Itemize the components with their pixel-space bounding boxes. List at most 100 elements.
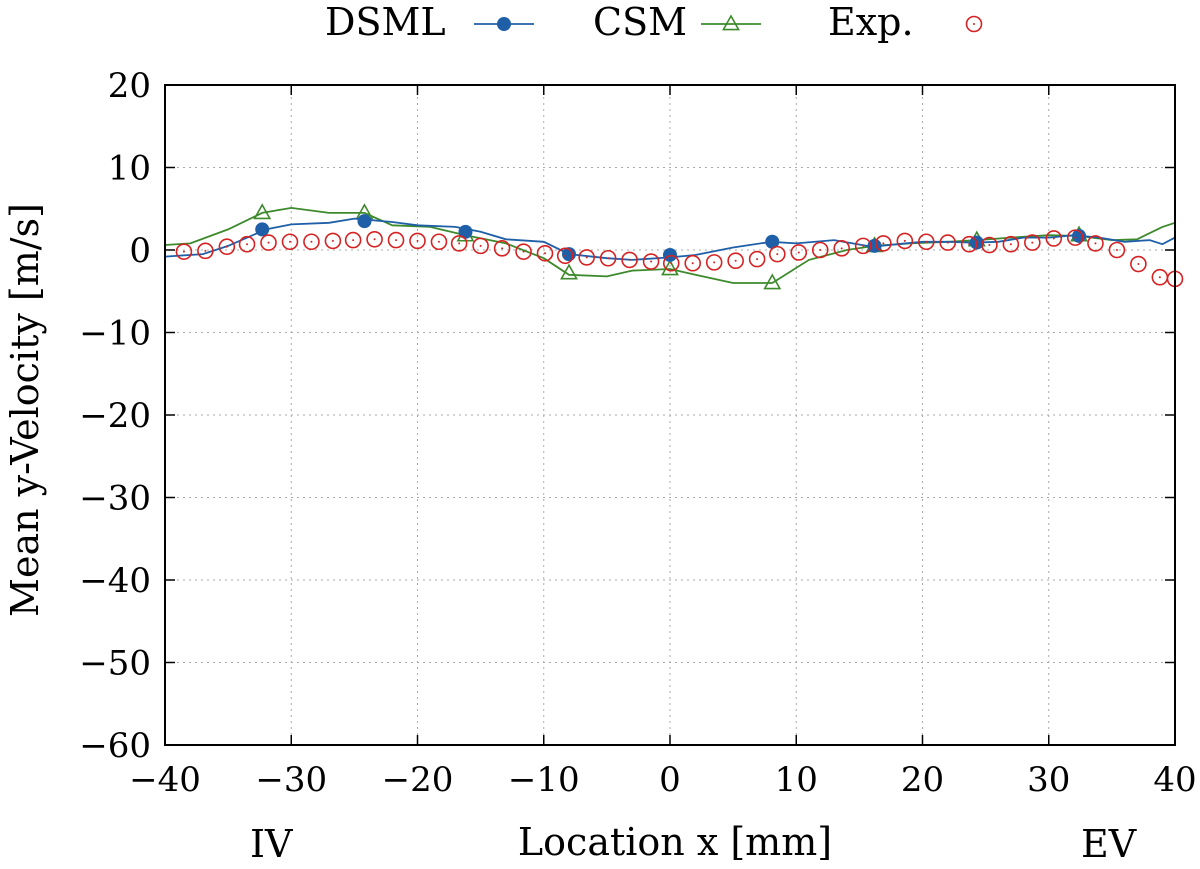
exp-marker-dot [1137,263,1140,266]
dsml-marker [765,234,780,249]
exp-marker [578,249,595,266]
exp-marker [1130,255,1147,273]
exp-marker [409,232,426,250]
exp-marker-dot [925,240,928,243]
exp-marker-dot [691,262,694,265]
exp-marker-dot [968,243,971,246]
legend-marker-dsml [497,17,511,31]
x-tick-label: 30 [1027,760,1070,800]
dsml-marker [255,222,270,237]
legend-markers [474,14,983,33]
exp-marker-dot [352,239,355,242]
exp-marker [727,252,744,270]
exp-marker-dot [331,239,334,242]
y-axis-title: Mean y-Velocity [m/s] [3,203,47,617]
annotation-iv: IV [250,822,293,866]
x-tick-label: 10 [775,760,818,800]
exp-marker-dot [544,252,547,255]
legend-label-csm: CSM [593,0,688,44]
y-tick-label: −50 [79,644,151,684]
exp-marker [621,251,638,269]
exp-marker-dot [1031,241,1034,244]
exp-marker-dot [522,250,525,253]
ticks: −40 −30 −20 −10 0 10 20 30 40 −60 −50 −40 −30 −20 −10 0… [79,66,1196,800]
exp-marker [197,242,214,260]
dsml-line [164,217,1176,261]
exp-marker-dot [585,256,588,259]
exp-marker-dot [564,254,567,257]
exp-marker-dot [607,257,610,260]
dsml-marker [357,214,372,229]
exp-marker-dot [267,241,270,244]
x-axis-title: Location x [mm] [518,820,832,864]
exp-marker [705,254,723,271]
exp-marker [917,233,935,251]
exp-marker-dot [1052,237,1055,240]
exp-marker [662,254,680,272]
y-tick-label: 0 [129,231,151,271]
exp-marker-dot [882,242,885,245]
y-tick-label: −30 [79,479,151,519]
exp-marker-dot [840,247,843,250]
exp-marker-dot [713,261,716,264]
exp-marker [387,231,405,249]
exp-marker-dot [437,240,440,243]
exp-marker-dot [776,253,779,256]
exp-marker-dot [1094,242,1097,245]
exp-marker-dot [204,249,207,252]
legend-label-dsml: DSML [325,0,446,44]
exp-marker [811,241,829,259]
exp-marker-dot [650,260,653,263]
exp-marker-dot [797,251,800,254]
exp-marker-dot [734,259,737,262]
legend-marker-exp-dot [973,23,975,25]
x-tick-label: −30 [255,760,327,800]
exp-marker-dot [225,245,228,248]
exp-marker [324,232,342,250]
exp-marker-dot [988,244,991,247]
y-tick-label: −40 [79,561,151,601]
y-tick-label: 20 [108,66,151,106]
x-tick-label: 20 [901,760,944,800]
exp-marker-dot [1115,249,1118,251]
exp-marker-dot [458,242,461,245]
x-tick-label: 40 [1153,760,1196,800]
exp-marker [366,230,383,248]
exp-marker [472,237,489,255]
exp-marker-dot [395,239,398,242]
y-tick-label: −10 [79,314,151,354]
exp-marker [536,245,554,262]
exp-marker-dot [1158,276,1161,279]
exp-marker [1087,235,1104,252]
plot-series [164,203,1184,290]
exp-marker [1045,230,1063,247]
y-tick-label: −60 [79,726,151,766]
exp-marker-dot [288,240,291,243]
csm-marker [253,203,272,220]
exp-marker [599,249,617,267]
exp-marker-dot [946,241,949,244]
exp-marker [854,237,872,255]
exp-marker [960,235,978,253]
exp-marker [260,234,277,251]
exp-marker [939,234,957,251]
exp-marker [1108,241,1126,259]
exp-marker-dot [479,244,482,247]
exp-marker-dot [862,244,865,247]
x-tick-label: −10 [508,760,580,800]
exp-marker [238,235,256,253]
exp-marker [493,240,511,257]
exp-marker [430,233,448,251]
y-tick-label: 10 [108,149,151,189]
csm-line [164,206,1176,284]
annotation-ev: EV [1081,822,1137,866]
exp-marker [281,233,299,251]
exp-marker [769,245,786,263]
exp-marker-dot [182,250,185,253]
dsml-marker [458,224,473,239]
exp-marker-dot [903,239,906,242]
grid [165,85,1175,745]
exp-marker-dot [628,258,631,261]
x-tick-label: 0 [659,760,681,800]
csm-marker [763,273,782,290]
